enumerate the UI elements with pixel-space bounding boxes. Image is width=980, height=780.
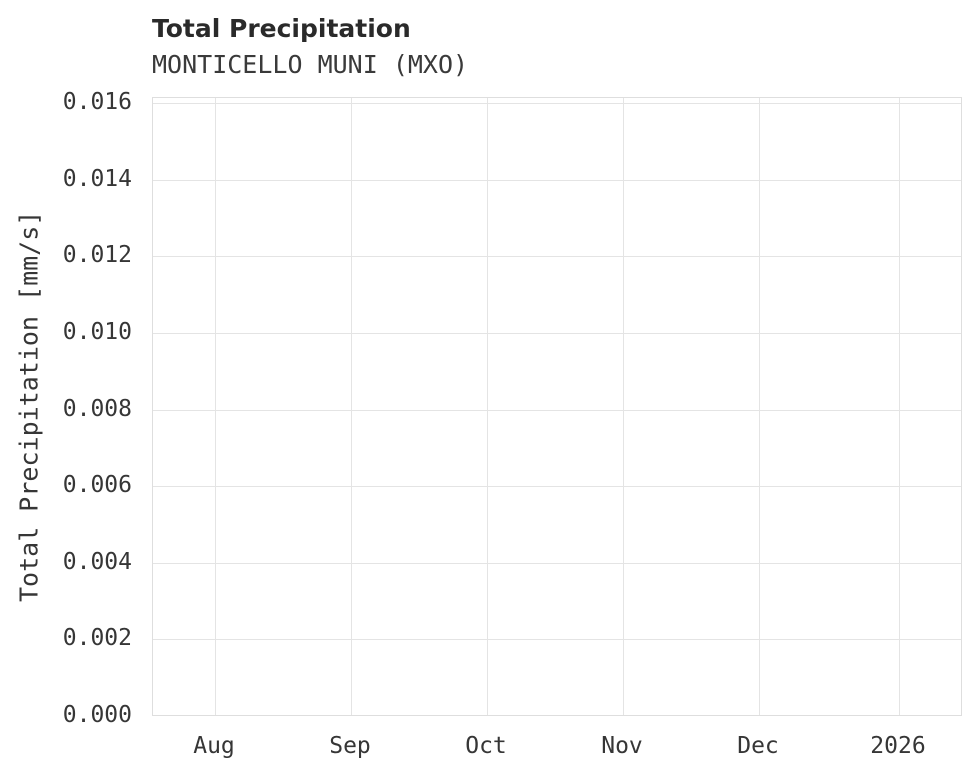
y-tick-label: 0.010 bbox=[62, 318, 132, 345]
x-tick-label: Aug bbox=[193, 733, 235, 759]
y-tick-label: 0.004 bbox=[62, 548, 132, 575]
v-gridline bbox=[351, 98, 352, 715]
v-gridline bbox=[899, 98, 900, 715]
h-gridline bbox=[153, 486, 961, 488]
y-tick-label: 0.008 bbox=[62, 395, 132, 422]
plot-area bbox=[152, 97, 962, 716]
h-gridline bbox=[153, 179, 961, 181]
h-gridline bbox=[153, 103, 961, 104]
v-gridline bbox=[215, 98, 216, 715]
v-gridline bbox=[623, 98, 624, 715]
x-tick-label: Sep bbox=[329, 733, 371, 759]
v-gridline bbox=[487, 98, 488, 715]
x-tick-label: Nov bbox=[601, 733, 643, 759]
h-gridline bbox=[153, 332, 961, 334]
x-tick-label: Oct bbox=[465, 733, 507, 759]
chart-subtitle: MONTICELLO MUNI (MXO) bbox=[152, 50, 469, 79]
y-tick-label: 0.014 bbox=[62, 165, 132, 192]
y-tick-label: 0.006 bbox=[62, 472, 132, 499]
v-gridline bbox=[759, 98, 760, 715]
y-tick-label: 0.002 bbox=[62, 625, 132, 652]
y-tick-label: 0.016 bbox=[62, 89, 132, 115]
x-tick-label: Dec bbox=[737, 733, 779, 759]
y-tick-label: 0.012 bbox=[62, 242, 132, 269]
h-gridline bbox=[153, 409, 961, 411]
h-gridline bbox=[153, 639, 961, 641]
x-tick-label: 2026 bbox=[870, 733, 926, 759]
h-gridline bbox=[153, 562, 961, 564]
h-gridline bbox=[153, 256, 961, 258]
y-tick-label: 0.000 bbox=[62, 702, 132, 728]
chart-title: Total Precipitation bbox=[152, 14, 411, 43]
